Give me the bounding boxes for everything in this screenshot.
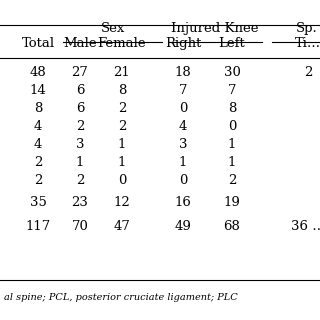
Text: 3: 3 [179, 138, 187, 150]
Text: 14: 14 [30, 84, 46, 97]
Text: 68: 68 [224, 220, 240, 233]
Text: 70: 70 [72, 220, 88, 233]
Text: 6: 6 [76, 101, 84, 115]
Text: 7: 7 [179, 84, 187, 97]
Text: 49: 49 [175, 220, 191, 233]
Text: 36 …: 36 … [291, 220, 320, 233]
Text: al spine; PCL, posterior cruciate ligament; PLC: al spine; PCL, posterior cruciate ligame… [4, 293, 238, 302]
Text: 27: 27 [72, 66, 88, 78]
Text: Left: Left [219, 37, 245, 50]
Text: 2: 2 [118, 101, 126, 115]
Text: 2: 2 [76, 119, 84, 132]
Text: 1: 1 [228, 138, 236, 150]
Text: 16: 16 [175, 196, 191, 209]
Text: 47: 47 [114, 220, 131, 233]
Text: 2: 2 [34, 156, 42, 169]
Text: 1: 1 [118, 156, 126, 169]
Text: 0: 0 [179, 173, 187, 187]
Text: 30: 30 [224, 66, 240, 78]
Text: 4: 4 [179, 119, 187, 132]
Text: Injured Knee: Injured Knee [171, 22, 259, 35]
Text: 1: 1 [118, 138, 126, 150]
Text: Male: Male [63, 37, 97, 50]
Text: 1: 1 [228, 156, 236, 169]
Text: Ti…: Ti… [295, 37, 320, 50]
Text: Sp.: Sp. [296, 22, 318, 35]
Text: 4: 4 [34, 138, 42, 150]
Text: 1: 1 [76, 156, 84, 169]
Text: 19: 19 [224, 196, 240, 209]
Text: Total: Total [21, 37, 55, 50]
Text: 0: 0 [228, 119, 236, 132]
Text: 2: 2 [34, 173, 42, 187]
Text: 2: 2 [76, 173, 84, 187]
Text: 1: 1 [179, 156, 187, 169]
Text: 4: 4 [34, 119, 42, 132]
Text: 23: 23 [72, 196, 88, 209]
Text: 0: 0 [118, 173, 126, 187]
Text: Sex: Sex [101, 22, 125, 35]
Text: 8: 8 [34, 101, 42, 115]
Text: 6: 6 [76, 84, 84, 97]
Text: 2: 2 [228, 173, 236, 187]
Text: 8: 8 [118, 84, 126, 97]
Text: 0: 0 [179, 101, 187, 115]
Text: Right: Right [165, 37, 201, 50]
Text: 35: 35 [29, 196, 46, 209]
Text: 21: 21 [114, 66, 130, 78]
Text: 2: 2 [118, 119, 126, 132]
Text: 12: 12 [114, 196, 130, 209]
Text: 3: 3 [76, 138, 84, 150]
Text: 2: 2 [304, 66, 312, 78]
Text: 117: 117 [25, 220, 51, 233]
Text: 7: 7 [228, 84, 236, 97]
Text: Female: Female [98, 37, 146, 50]
Text: 8: 8 [228, 101, 236, 115]
Text: 18: 18 [175, 66, 191, 78]
Text: 48: 48 [30, 66, 46, 78]
